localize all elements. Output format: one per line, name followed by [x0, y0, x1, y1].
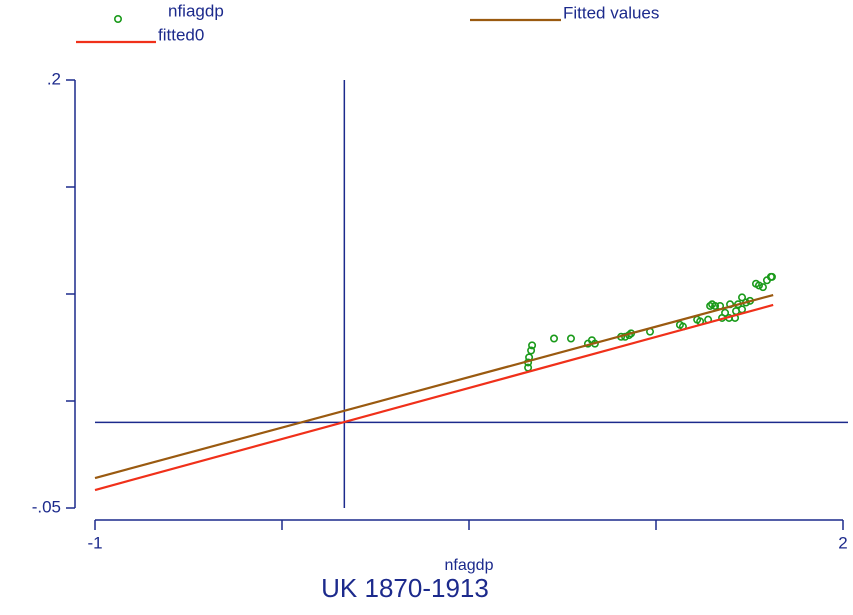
chart-title: UK 1870-1913 [321, 573, 489, 603]
legend-label: Fitted values [563, 3, 659, 22]
data-point [738, 293, 747, 302]
legend-symbol [114, 15, 123, 24]
data-point [528, 341, 537, 350]
data-point [711, 301, 720, 310]
data-point [738, 305, 747, 314]
fitted-line [94, 303, 774, 492]
data-point [758, 283, 767, 292]
y-tick-label: .2 [47, 69, 61, 88]
data-point [550, 334, 559, 343]
legend-label: nfiagdp [168, 1, 224, 20]
data-point [721, 308, 730, 317]
x-tick-label: 2 [838, 533, 847, 552]
x-tick-label: -1 [87, 533, 102, 552]
data-point [527, 346, 536, 355]
y-tick-label: -.05 [32, 497, 61, 516]
data-point [767, 272, 776, 281]
legend-label: fitted0 [158, 25, 204, 44]
x-axis-label: nfagdp [445, 557, 494, 574]
fitted-line [94, 293, 774, 480]
data-point [706, 301, 715, 310]
data-point [754, 281, 763, 290]
data-point [566, 334, 575, 343]
